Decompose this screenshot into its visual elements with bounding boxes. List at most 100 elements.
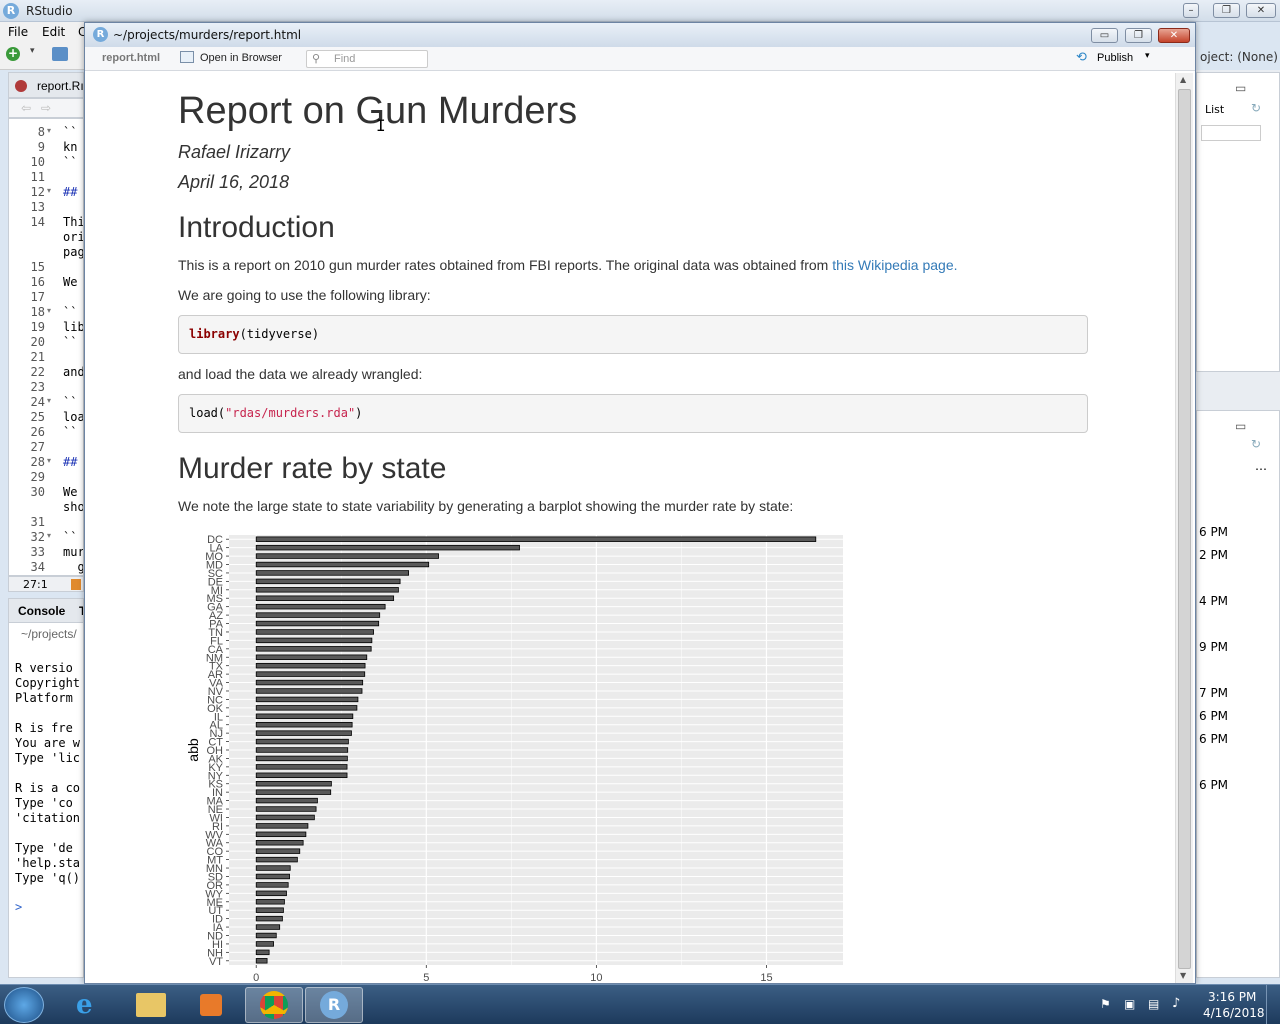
code-line: loa [63,410,84,424]
forward-arrow-icon[interactable]: ⇨ [41,101,52,115]
chevron-down-icon[interactable]: ▾ [30,46,35,56]
console-pane[interactable]: Console T ~/projects/ R versioCopyrightP… [8,598,84,978]
y-tick-label: FL [210,635,223,647]
editor-status-bar: 27:1 [8,576,84,592]
intro-paragraph: This is a report on 2010 gun murder rate… [178,257,958,273]
wikipedia-link[interactable]: this Wikipedia page. [832,257,958,273]
bar-ma [255,797,318,804]
rstudio-taskbar-button[interactable]: R [305,987,363,1023]
media-taskbar-button[interactable] [182,987,240,1023]
rstudio-icon: R [320,991,348,1019]
menu-edit[interactable]: Edit [42,25,66,39]
line-number: 20 [30,335,45,349]
section-paragraph: We note the large state to state variabi… [178,498,794,514]
y-tick-label: MI [211,585,223,597]
bar-ct [255,738,349,745]
fold-chevron-icon[interactable]: ▾ [47,186,52,195]
env-view-dropdown[interactable]: List [1205,103,1225,116]
y-tick-label: NM [206,652,223,664]
open-in-browser-button[interactable]: Open in Browser [200,52,282,64]
scroll-up-icon[interactable]: ▲ [1180,75,1187,84]
bar-ms [255,595,395,601]
publish-icon[interactable]: ⟲ [1076,50,1087,65]
env-search-input[interactable] [1201,125,1261,141]
minimize-pane-icon[interactable]: ▭ [1235,81,1247,95]
editor-tab-report[interactable]: report.Rı [37,79,84,93]
start-button[interactable] [4,987,44,1023]
minimize-button[interactable]: ▭ [1091,28,1118,43]
y-tick-label: ID [212,914,223,926]
publish-button[interactable]: Publish [1097,52,1134,64]
y-tick-label: RI [212,821,223,833]
device-icon[interactable]: ▣ [1124,997,1136,1011]
scroll-down-icon[interactable]: ▼ [1180,971,1187,980]
bar-il [255,713,354,719]
console-output-line: Platform [15,691,73,705]
project-menu[interactable]: oject: (None) [1200,50,1278,64]
volume-icon[interactable]: ♪ [1172,996,1181,1011]
file-modified-time: 6 PM [1199,525,1229,539]
chrome-taskbar-button[interactable] [245,987,303,1023]
tab-terminal[interactable]: T [79,604,83,618]
explorer-taskbar-button[interactable] [122,987,180,1023]
bar-ak [255,755,348,762]
maximize-button[interactable]: ❐ [1125,28,1152,43]
new-file-icon[interactable]: + [6,46,20,61]
fold-chevron-icon[interactable]: ▾ [47,456,52,465]
file-modified-time: 4 PM [1199,594,1229,608]
search-icon: ⚲ [312,52,321,65]
library-paragraph: We are going to use the following librar… [178,287,431,303]
y-tick-label: ND [207,930,223,942]
minimize-button[interactable]: – [1183,3,1199,18]
menu-code[interactable]: C [78,25,87,39]
refresh-icon[interactable]: ↻ [1251,101,1262,115]
fold-chevron-icon[interactable]: ▾ [47,396,52,405]
text-cursor-icon: I [376,116,386,135]
console-output-line: 'citation [15,811,81,825]
line-number: 11 [30,170,45,184]
y-tick-label: AR [208,669,223,681]
scrollbar-thumb[interactable] [1178,89,1191,969]
close-button[interactable]: ✕ [1158,28,1190,43]
more-icon[interactable]: … [1255,459,1267,473]
clock-time[interactable]: 3:16 PM [1208,990,1257,1004]
minimize-pane-icon[interactable]: ▭ [1235,419,1247,433]
bar-co [255,848,301,854]
line-number: 15 [30,260,45,274]
viewer-scrollbar[interactable]: ▲ ▼ [1175,73,1193,983]
y-tick-label: AZ [209,610,223,622]
flag-icon[interactable]: ⚑ [1100,997,1111,1011]
clock-date[interactable]: 4/16/2018 [1203,1006,1265,1020]
fold-chevron-icon[interactable]: ▾ [47,306,52,315]
ie-taskbar-button[interactable]: e [62,987,120,1023]
show-desktop-button[interactable] [1266,985,1280,1024]
console-output-line: R versio [15,661,73,675]
window-title: RStudio [26,4,73,18]
fold-chevron-icon[interactable]: ▾ [47,126,52,135]
back-arrow-icon[interactable]: ⇦ [21,101,32,115]
close-button[interactable]: ✕ [1246,3,1276,18]
tab-console[interactable]: Console [18,604,66,618]
open-project-icon[interactable] [52,47,68,61]
y-tick-label: NY [208,770,224,782]
network-icon[interactable]: ▤ [1148,997,1160,1011]
bar-ny [255,772,348,779]
restore-button[interactable]: ❐ [1213,3,1240,18]
refresh-icon[interactable]: ↻ [1251,437,1262,451]
section-icon[interactable] [71,579,81,590]
chevron-down-icon[interactable]: ▾ [1145,51,1150,61]
y-tick-label: VA [209,678,224,690]
line-number: 12 [30,185,45,199]
editor-toolbar: ⇦ ⇨ [8,98,84,118]
menu-file[interactable]: File [8,25,29,39]
y-tick-label: WI [210,812,223,824]
line-number: 31 [30,515,45,529]
taskbar: e R ⚑ ▣ ▤ ♪ 3:16 PM 4/16/2018 [0,984,1280,1024]
console-output-line: R is fre [15,721,73,735]
viewer-titlebar: R ~/projects/murders/report.html ▭ ❐ ✕ [85,23,1195,47]
console-tabbar: Console T [9,599,83,623]
fold-chevron-icon[interactable]: ▾ [47,531,52,540]
source-editor[interactable]: 8 ▾ `` 9 kn 10 `` 11 12 ▾ ## 13 14 Thi ori pag 15 16 We 1… [8,118,84,576]
console-prompt[interactable]: > [15,900,23,914]
find-input[interactable]: ⚲ Find [306,50,428,68]
